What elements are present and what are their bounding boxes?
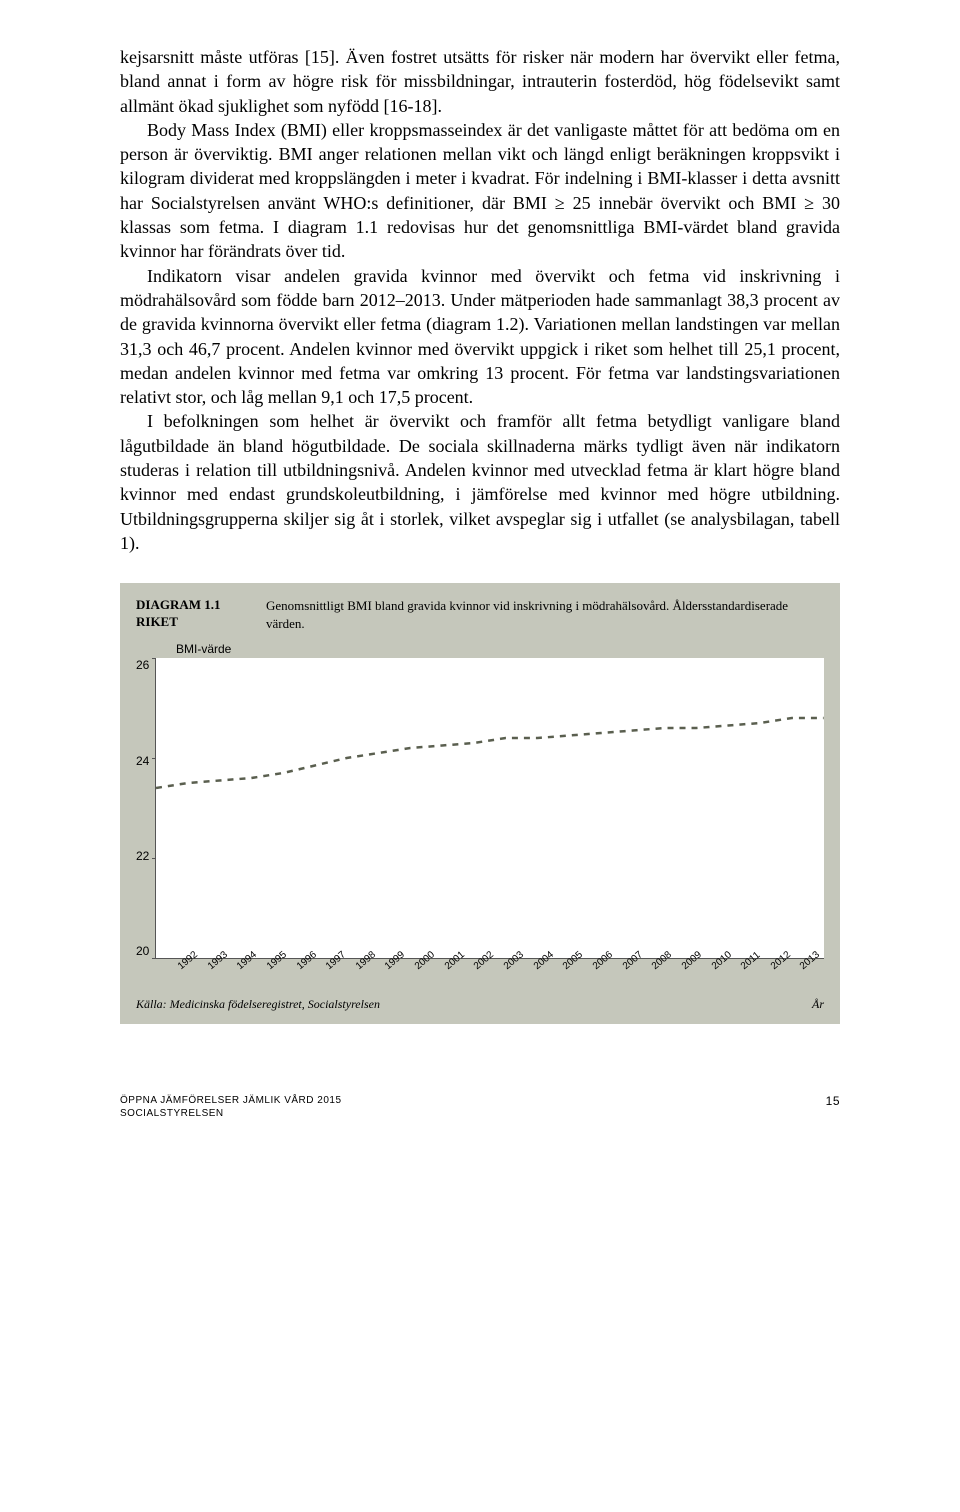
- chart-line-svg: [156, 658, 824, 958]
- y-tick: 26: [136, 658, 149, 672]
- y-axis-ticks: 26 24 22 20: [136, 658, 155, 958]
- paragraph-4: I befolkningen som helhet är övervikt oc…: [120, 409, 840, 555]
- footer-org: SOCIALSTYRELSEN: [120, 1108, 224, 1119]
- x-axis-label: År: [812, 997, 824, 1012]
- chart-label-line2: RIKET: [136, 614, 178, 629]
- page-number: 15: [826, 1094, 840, 1120]
- y-tick: 22: [136, 849, 149, 863]
- chart-description: Genomsnittligt BMI bland gravida kvinnor…: [266, 597, 824, 632]
- paragraph-1: kejsarsnitt måste utföras [15]. Även fos…: [120, 45, 840, 118]
- x-axis-ticks: 1992199319941995199619971998199920002001…: [172, 959, 824, 993]
- chart-source: Källa: Medicinska födelseregistret, Soci…: [136, 997, 380, 1012]
- chart-panel: DIAGRAM 1.1 RIKET Genomsnittligt BMI bla…: [120, 583, 840, 1024]
- page-footer: ÖPPNA JÄMFÖRELSER JÄMLIK VÅRD 2015 SOCIA…: [0, 1054, 960, 1140]
- y-tick: 20: [136, 944, 149, 958]
- footer-title: ÖPPNA JÄMFÖRELSER JÄMLIK VÅRD 2015: [120, 1095, 342, 1106]
- y-tick: 24: [136, 754, 149, 768]
- chart-label-line1: DIAGRAM 1.1: [136, 597, 221, 612]
- y-axis-title: BMI-värde: [176, 642, 824, 656]
- body-text: kejsarsnitt måste utföras [15]. Även fos…: [120, 45, 840, 555]
- paragraph-3: Indikatorn visar andelen gravida kvinnor…: [120, 264, 840, 410]
- chart-plot-area: [155, 658, 824, 959]
- chart-label: DIAGRAM 1.1 RIKET: [136, 597, 266, 631]
- paragraph-2: Body Mass Index (BMI) eller kroppsmassei…: [120, 118, 840, 264]
